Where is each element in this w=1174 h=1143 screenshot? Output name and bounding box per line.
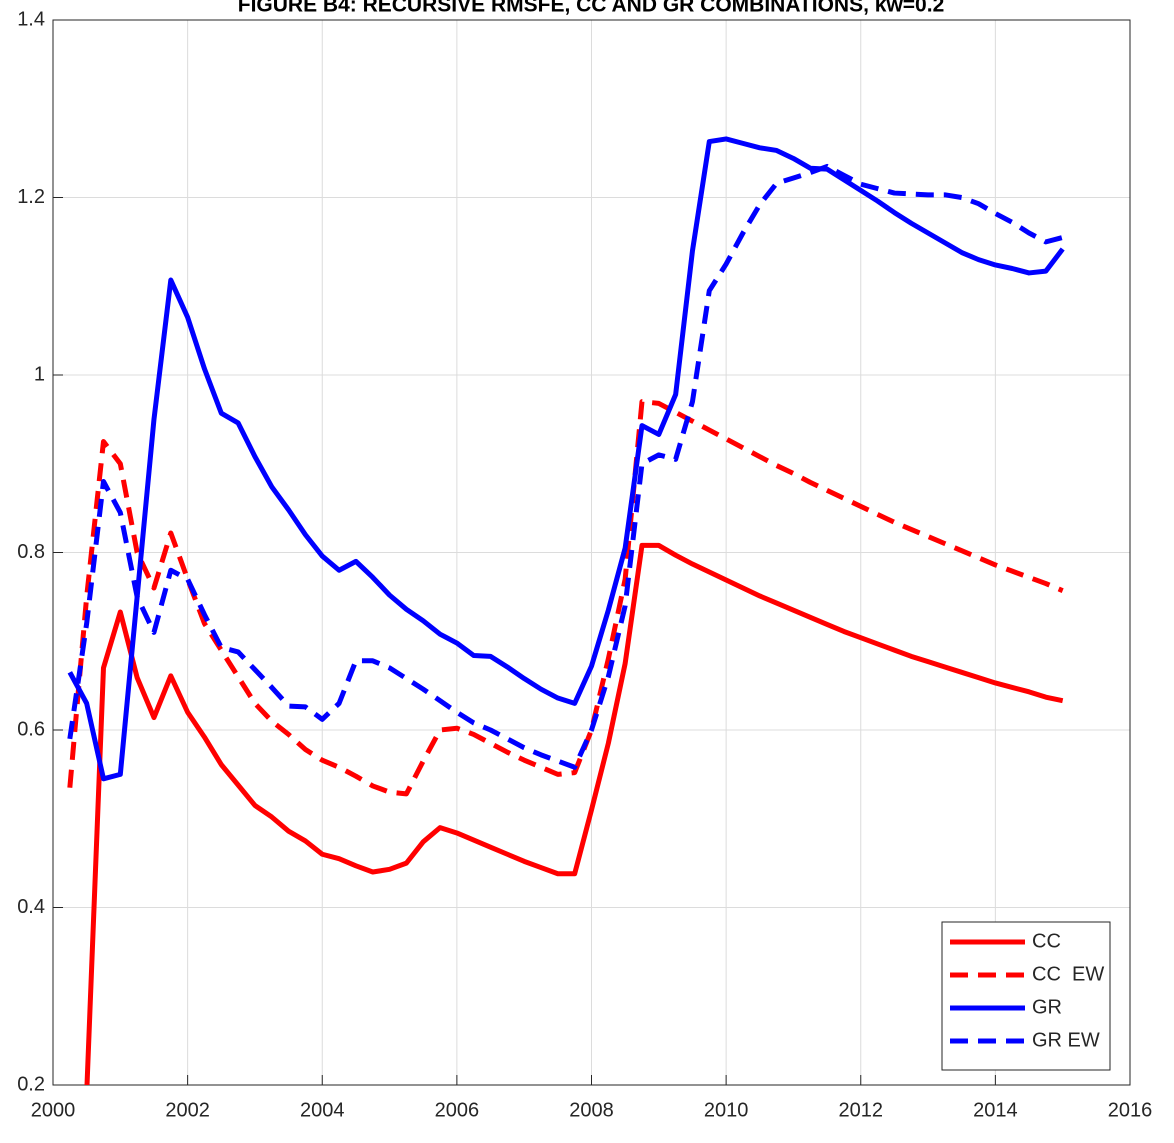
- y-tick-label: 0.2: [17, 1073, 45, 1095]
- axes-box: [52, 19, 1131, 1086]
- series-line: [67, 163, 1064, 770]
- x-tick-label: 2006: [435, 1099, 480, 1121]
- series-line: [84, 542, 1064, 1085]
- legend-box: [941, 921, 1111, 1071]
- y-tick-label: 0.8: [17, 541, 45, 563]
- chart-title: FIGURE B4: RECURSIVE RMSFE, CC AND GR CO…: [238, 0, 945, 17]
- legend-label: CC EW: [1032, 963, 1104, 985]
- x-tick-label: 2000: [31, 1099, 76, 1121]
- legend-label: CC: [1032, 930, 1061, 952]
- x-tick-label: 2004: [300, 1099, 345, 1121]
- y-tick-label: 1.4: [17, 8, 45, 30]
- x-tick-label: 2016: [1108, 1099, 1153, 1121]
- series-line: [67, 399, 1064, 797]
- series-line: [67, 136, 1065, 782]
- x-tick-label: 2002: [165, 1099, 210, 1121]
- x-tick-label: 2008: [569, 1099, 614, 1121]
- y-tick-label: 0.4: [17, 896, 45, 918]
- y-tick-label: 1: [34, 363, 45, 385]
- x-tick-label: 2014: [973, 1099, 1018, 1121]
- legend-label: GR: [1032, 996, 1062, 1018]
- legend-label: GR EW: [1032, 1029, 1100, 1051]
- x-tick-label: 2012: [839, 1099, 884, 1121]
- y-tick-label: 0.6: [17, 718, 45, 740]
- plot-lines: [67, 136, 1065, 1085]
- y-tick-label: 1.2: [17, 186, 45, 208]
- x-tick-label: 2010: [704, 1099, 749, 1121]
